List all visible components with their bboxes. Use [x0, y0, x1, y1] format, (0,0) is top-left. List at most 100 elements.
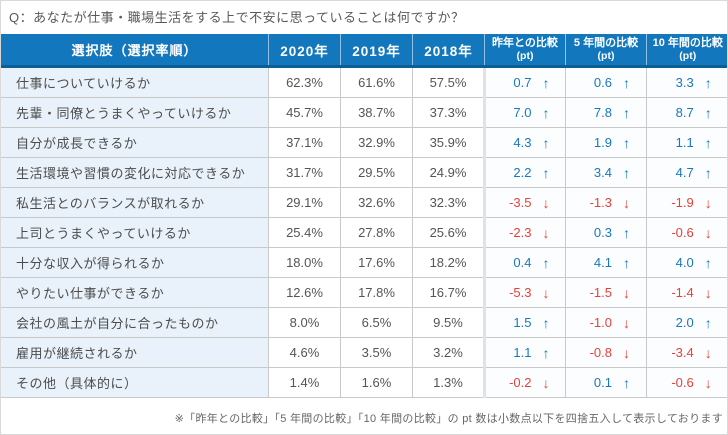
- comparison-prev-year: -3.5 ↓: [483, 187, 566, 218]
- trend-arrow-icon: ↓: [623, 344, 630, 361]
- comparison-5yr: -1.5 ↓: [565, 277, 647, 308]
- value-2020: 12.6%: [268, 277, 341, 308]
- trend-arrow-icon: ↑: [542, 164, 550, 181]
- value-2019: 6.5%: [340, 307, 413, 338]
- comparison-prev-year: 0.4 ↑: [483, 247, 566, 278]
- choice-label: 先輩・同僚とうまくやっていけるか: [1, 97, 269, 128]
- trend-arrow-icon: ↑: [542, 74, 550, 91]
- choice-label: 仕事についていけるか: [1, 66, 269, 98]
- trend-arrow-icon: ↑: [704, 74, 712, 91]
- value-2019: 61.6%: [340, 66, 413, 98]
- value-2020: 1.4%: [268, 367, 341, 398]
- comparison-prev-year: -0.2 ↓: [483, 367, 566, 398]
- table-row: 上司とうまくやっていけるか 25.4% 27.8% 25.6% -2.3 ↓ 0…: [1, 217, 727, 248]
- trend-arrow-icon: ↓: [704, 194, 712, 211]
- value-2020: 31.7%: [268, 157, 341, 188]
- comparison-5yr: 0.1 ↑: [565, 367, 647, 398]
- trend-arrow-icon: ↑: [704, 254, 712, 271]
- comparison-prev-year: 7.0 ↑: [483, 97, 566, 128]
- value-2018: 1.3%: [412, 367, 485, 398]
- comparison-5yr: 0.3 ↑: [565, 217, 647, 248]
- choice-label: 十分な収入が得られるか: [1, 247, 269, 278]
- trend-arrow-icon: ↑: [704, 134, 712, 151]
- trend-arrow-icon: ↓: [623, 194, 630, 211]
- value-2019: 38.7%: [340, 97, 413, 128]
- trend-arrow-icon: ↓: [704, 374, 712, 391]
- choice-label: 上司とうまくやっていけるか: [1, 217, 269, 248]
- table-row: 仕事についていけるか 62.3% 61.6% 57.5% 0.7 ↑ 0.6 ↑…: [1, 66, 727, 98]
- col-header-2018: 2018年: [412, 34, 485, 68]
- value-2020: 45.7%: [268, 97, 341, 128]
- comparison-10yr: 3.3 ↑: [646, 66, 727, 98]
- table-body: 仕事についていけるか 62.3% 61.6% 57.5% 0.7 ↑ 0.6 ↑…: [1, 66, 727, 398]
- trend-arrow-icon: ↓: [542, 284, 550, 301]
- comparison-5yr: 1.9 ↑: [565, 127, 647, 158]
- trend-arrow-icon: ↓: [542, 374, 550, 391]
- trend-arrow-icon: ↑: [623, 134, 630, 151]
- trend-arrow-icon: ↓: [542, 194, 550, 211]
- trend-arrow-icon: ↓: [542, 224, 550, 241]
- value-2020: 18.0%: [268, 247, 341, 278]
- comparison-5yr: 3.4 ↑: [565, 157, 647, 188]
- value-2019: 1.6%: [340, 367, 413, 398]
- table-header: 選択肢（選択率順） 2020年 2019年 2018年 昨年との比較 (pt) …: [1, 34, 727, 68]
- comparison-5yr: 4.1 ↑: [565, 247, 647, 278]
- value-2019: 17.6%: [340, 247, 413, 278]
- comparison-5yr: -1.0 ↓: [565, 307, 647, 338]
- col-header-compare-10yr: 10 年間の比較 (pt): [646, 34, 727, 68]
- trend-arrow-icon: ↓: [704, 344, 712, 361]
- comparison-10yr: 8.7 ↑: [646, 97, 727, 128]
- comparison-5yr: 0.6 ↑: [565, 66, 647, 98]
- value-2019: 29.5%: [340, 157, 413, 188]
- value-2018: 24.9%: [412, 157, 485, 188]
- question-title: Q：あなたが仕事・職場生活をする上で不安に思っていることは何ですか？: [9, 10, 465, 25]
- comparison-prev-year: 0.7 ↑: [483, 66, 566, 98]
- comparison-10yr: 2.0 ↑: [646, 307, 727, 338]
- comparison-10yr: 4.0 ↑: [646, 247, 727, 278]
- value-2019: 27.8%: [340, 217, 413, 248]
- comparison-prev-year: -2.3 ↓: [483, 217, 566, 248]
- value-2019: 17.8%: [340, 277, 413, 308]
- comparison-5yr: -1.3 ↓: [565, 187, 647, 218]
- value-2020: 8.0%: [268, 307, 341, 338]
- col-header-compare-5yr: 5 年間の比較 (pt): [565, 34, 647, 68]
- trend-arrow-icon: ↑: [623, 104, 630, 121]
- col-header-compare-prev-year: 昨年との比較 (pt): [484, 34, 566, 68]
- table-row: 会社の風土が自分に合ったものか 8.0% 6.5% 9.5% 1.5 ↑ -1.…: [1, 307, 727, 338]
- table-row: その他（具体的に） 1.4% 1.6% 1.3% -0.2 ↓ 0.1 ↑ -0…: [1, 367, 727, 398]
- choice-label: 会社の風土が自分に合ったものか: [1, 307, 269, 338]
- choice-label: 生活環境や習慣の変化に対応できるか: [1, 157, 269, 188]
- value-2018: 32.3%: [412, 187, 485, 218]
- comparison-10yr: -0.6 ↓: [646, 367, 727, 398]
- value-2018: 37.3%: [412, 97, 485, 128]
- table-row: 十分な収入が得られるか 18.0% 17.6% 18.2% 0.4 ↑ 4.1 …: [1, 247, 727, 278]
- choice-label: 雇用が継続されるか: [1, 337, 269, 368]
- col-header-2019: 2019年: [340, 34, 413, 68]
- value-2020: 25.4%: [268, 217, 341, 248]
- trend-arrow-icon: ↑: [542, 254, 550, 271]
- choice-label: 自分が成長できるか: [1, 127, 269, 158]
- comparison-prev-year: -5.3 ↓: [483, 277, 566, 308]
- col-header-2020: 2020年: [268, 34, 341, 68]
- survey-table: 選択肢（選択率順） 2020年 2019年 2018年 昨年との比較 (pt) …: [1, 34, 727, 398]
- trend-arrow-icon: ↑: [542, 134, 550, 151]
- table-row: 自分が成長できるか 37.1% 32.9% 35.9% 4.3 ↑ 1.9 ↑ …: [1, 127, 727, 158]
- table-row: やりたい仕事ができるか 12.6% 17.8% 16.7% -5.3 ↓ -1.…: [1, 277, 727, 308]
- value-2019: 32.6%: [340, 187, 413, 218]
- table-row: 雇用が継続されるか 4.6% 3.5% 3.2% 1.1 ↑ -0.8 ↓ -3…: [1, 337, 727, 368]
- trend-arrow-icon: ↑: [542, 104, 550, 121]
- comparison-10yr: -1.4 ↓: [646, 277, 727, 308]
- value-2019: 32.9%: [340, 127, 413, 158]
- trend-arrow-icon: ↑: [704, 104, 712, 121]
- comparison-10yr: 4.7 ↑: [646, 157, 727, 188]
- comparison-5yr: 7.8 ↑: [565, 97, 647, 128]
- comparison-prev-year: 4.3 ↑: [483, 127, 566, 158]
- choice-label: その他（具体的に）: [1, 367, 269, 398]
- value-2018: 57.5%: [412, 66, 485, 98]
- value-2020: 29.1%: [268, 187, 341, 218]
- trend-arrow-icon: ↑: [704, 314, 712, 331]
- trend-arrow-icon: ↓: [704, 224, 712, 241]
- comparison-prev-year: 2.2 ↑: [483, 157, 566, 188]
- comparison-10yr: -3.4 ↓: [646, 337, 727, 368]
- value-2018: 35.9%: [412, 127, 485, 158]
